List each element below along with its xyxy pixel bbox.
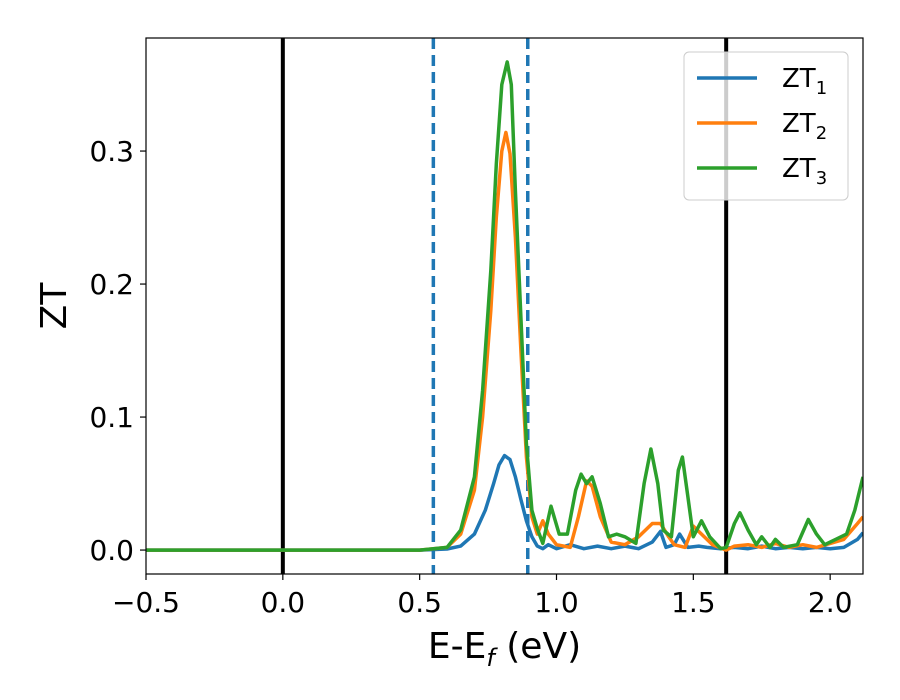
legend-label-3: ZT3 xyxy=(782,154,827,189)
legend-label-2: ZT2 xyxy=(782,109,827,144)
y-tick-label: 0.2 xyxy=(89,268,134,301)
x-tick-label: 1.5 xyxy=(671,586,716,619)
x-tick-label: −0.5 xyxy=(112,586,180,619)
series-line-2 xyxy=(146,130,863,552)
x-tick-label: 0.5 xyxy=(397,586,442,619)
legend-label-1: ZT1 xyxy=(782,64,827,99)
y-tick-label: 0.1 xyxy=(89,401,134,434)
series-line-1 xyxy=(146,453,863,552)
x-axis-label: E-Ef (eV) xyxy=(428,626,581,672)
x-tick-label: 0.0 xyxy=(261,586,306,619)
plot-frame xyxy=(145,37,864,575)
x-tick-label: 2.0 xyxy=(808,586,853,619)
legend-box xyxy=(683,51,849,201)
series-line-3 xyxy=(146,60,863,552)
legend: ZT1 ZT2 ZT3 xyxy=(683,51,849,201)
x-tick-label: 1.0 xyxy=(534,586,579,619)
y-tick-label: 0.0 xyxy=(89,534,134,567)
y-axis-label: ZT xyxy=(34,282,75,330)
y-tick-label: 0.3 xyxy=(89,135,134,168)
